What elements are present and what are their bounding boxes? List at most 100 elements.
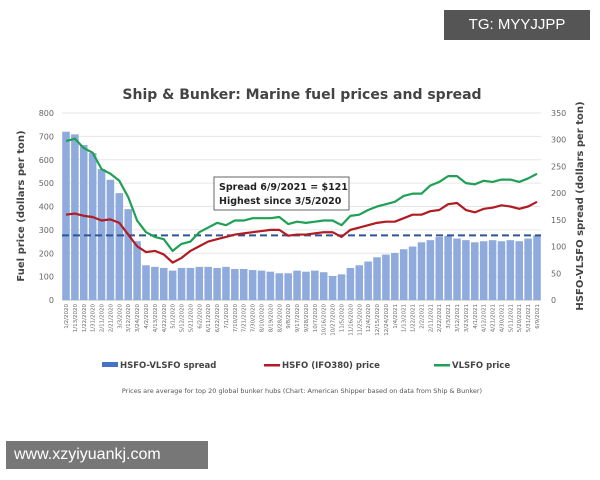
spread-bar bbox=[319, 272, 328, 300]
spread-bar bbox=[71, 134, 79, 300]
spread-bar bbox=[222, 266, 230, 300]
x-tick-label: 1/31/2020 bbox=[91, 304, 97, 333]
spread-bar bbox=[195, 266, 204, 300]
x-tick-label: 5/1/2020 bbox=[171, 304, 177, 329]
spread-bar bbox=[453, 238, 461, 300]
spread-bar bbox=[515, 241, 523, 300]
legend: HSFO-VLSFO spread HSFO (IFO380) price VL… bbox=[102, 361, 510, 371]
x-tick-label: 11/25/2020 bbox=[357, 304, 363, 336]
x-tick-label: 8/19/2020 bbox=[268, 304, 274, 333]
annotation-box: Spread 6/9/2021 = $121 Highest since 3/5… bbox=[213, 176, 350, 211]
y-tick-label: 800 bbox=[39, 109, 54, 118]
legend-label-spread: HSFO-VLSFO spread bbox=[120, 361, 216, 371]
x-tick-label: 6/2/2020 bbox=[197, 304, 203, 329]
y2-tick-label: 150 bbox=[551, 216, 566, 225]
spread-bar bbox=[80, 145, 88, 300]
x-tick-label: 2/11/2020 bbox=[100, 304, 106, 333]
spread-bar bbox=[462, 240, 470, 300]
x-tick-label: 11/5/2020 bbox=[339, 304, 345, 333]
watermark-bottom: www.xzyiyuankj.com bbox=[6, 441, 208, 469]
x-tick-label: 1/13/2020 bbox=[73, 304, 79, 333]
y2-axis-label: HSFO-VLSFO spread (dollars per ton) bbox=[575, 101, 586, 310]
legend-swatch-hsfo bbox=[264, 364, 280, 367]
spread-bar bbox=[373, 257, 381, 300]
y2-tick-label: 250 bbox=[551, 162, 566, 171]
x-tick-label: 7/21/2020 bbox=[242, 304, 248, 333]
spread-bar bbox=[302, 271, 310, 300]
spread-bar bbox=[275, 273, 284, 300]
spread-bar bbox=[382, 254, 390, 300]
x-tick-label: 1/13/2021 bbox=[402, 304, 408, 332]
x-tick-label: 11/16/2020 bbox=[348, 304, 354, 336]
spread-bar bbox=[479, 241, 488, 300]
chart-title: Ship & Bunker: Marine fuel prices and sp… bbox=[122, 87, 481, 103]
x-tick-label: 3/3/2021 bbox=[446, 304, 452, 329]
legend-label-hsfo: HSFO (IFO380) price bbox=[282, 361, 380, 371]
spread-bar bbox=[213, 267, 221, 300]
y2-tick-label: 50 bbox=[551, 269, 561, 278]
spread-bar bbox=[257, 270, 266, 300]
x-tick-label: 1/4/2021 bbox=[393, 304, 399, 329]
y2-tick-label: 0 bbox=[551, 296, 556, 305]
x-tick-label: 6/9/2021 bbox=[535, 304, 541, 329]
x-tick-label: 2/11/2021 bbox=[428, 304, 434, 332]
x-tick-label: 3/3/2020 bbox=[117, 304, 123, 329]
spread-bar bbox=[399, 249, 408, 300]
x-tick-label: 10/7/2020 bbox=[313, 304, 319, 333]
watermark-top: TG: MYYJJPP bbox=[444, 10, 590, 40]
spread-bar bbox=[266, 271, 275, 300]
y-axis-label: Fuel price (dollars per ton) bbox=[16, 130, 27, 281]
y2-tick-label: 300 bbox=[551, 136, 566, 145]
spread-bar bbox=[364, 261, 372, 300]
x-tick-label: 3/12/2020 bbox=[126, 304, 132, 333]
spread-bar bbox=[239, 269, 248, 300]
footnote: Prices are average for top 20 global bun… bbox=[122, 387, 482, 395]
spread-bar bbox=[248, 270, 257, 300]
x-tick-label: 12/4/2020 bbox=[366, 304, 372, 333]
x-tick-label: 3/12/2021 bbox=[455, 304, 461, 332]
x-tick-label: 2/22/2021 bbox=[437, 304, 443, 332]
annotation-line-2: Highest since 3/5/2020 bbox=[219, 196, 342, 207]
x-tick-label: 10/27/2020 bbox=[331, 304, 337, 336]
spread-bar bbox=[106, 179, 115, 300]
x-tick-label: 9/8/2020 bbox=[286, 304, 292, 329]
x-tick-label: 12/15/2020 bbox=[375, 304, 381, 336]
spread-bar bbox=[151, 266, 159, 300]
x-tick-label: 4/2/2020 bbox=[144, 304, 150, 329]
y2-tick-label: 100 bbox=[551, 243, 566, 252]
y-tick-label: 300 bbox=[39, 226, 54, 235]
y-tick-label: 400 bbox=[39, 203, 54, 212]
spread-bar bbox=[346, 267, 355, 300]
spread-bar bbox=[124, 209, 132, 300]
x-tick-label: 4/1/2021 bbox=[473, 304, 479, 329]
x-tick-label: 7/1/2020 bbox=[224, 304, 230, 329]
x-tick-label: 8/28/2020 bbox=[277, 304, 283, 333]
x-tick-label: 10/16/2020 bbox=[322, 304, 328, 336]
x-tick-label: 4/30/2021 bbox=[499, 304, 505, 332]
spread-bar bbox=[337, 274, 346, 300]
spread-bar bbox=[142, 265, 150, 300]
x-tick-label: 4/21/2021 bbox=[491, 304, 497, 332]
x-tick-label: 5/11/2021 bbox=[508, 304, 514, 332]
x-tick-label: 9/17/2020 bbox=[295, 304, 301, 333]
legend-swatch-vlsfo bbox=[434, 364, 450, 367]
spread-bar bbox=[488, 240, 497, 300]
spread-bar bbox=[497, 241, 506, 300]
y-tick-label: 500 bbox=[39, 179, 54, 188]
spread-bar bbox=[426, 240, 435, 300]
x-tick-label: 3/23/2021 bbox=[464, 304, 470, 332]
x-tick-label: 4/12/2021 bbox=[482, 304, 488, 332]
x-tick-label: 2/21/2020 bbox=[108, 304, 114, 333]
spread-bar bbox=[328, 275, 337, 300]
x-tick-label: 4/13/2020 bbox=[153, 304, 159, 333]
spread-bar bbox=[444, 235, 452, 300]
spread-bar bbox=[311, 270, 319, 300]
x-tick-label: 1/22/2021 bbox=[411, 304, 417, 332]
spread-bar bbox=[159, 267, 168, 300]
spread-bar bbox=[391, 252, 399, 300]
spread-bar bbox=[115, 193, 124, 300]
spread-bar bbox=[231, 269, 239, 300]
vlsfo-line bbox=[65, 137, 538, 253]
spread-bar bbox=[524, 238, 532, 300]
spread-bar bbox=[177, 267, 186, 300]
